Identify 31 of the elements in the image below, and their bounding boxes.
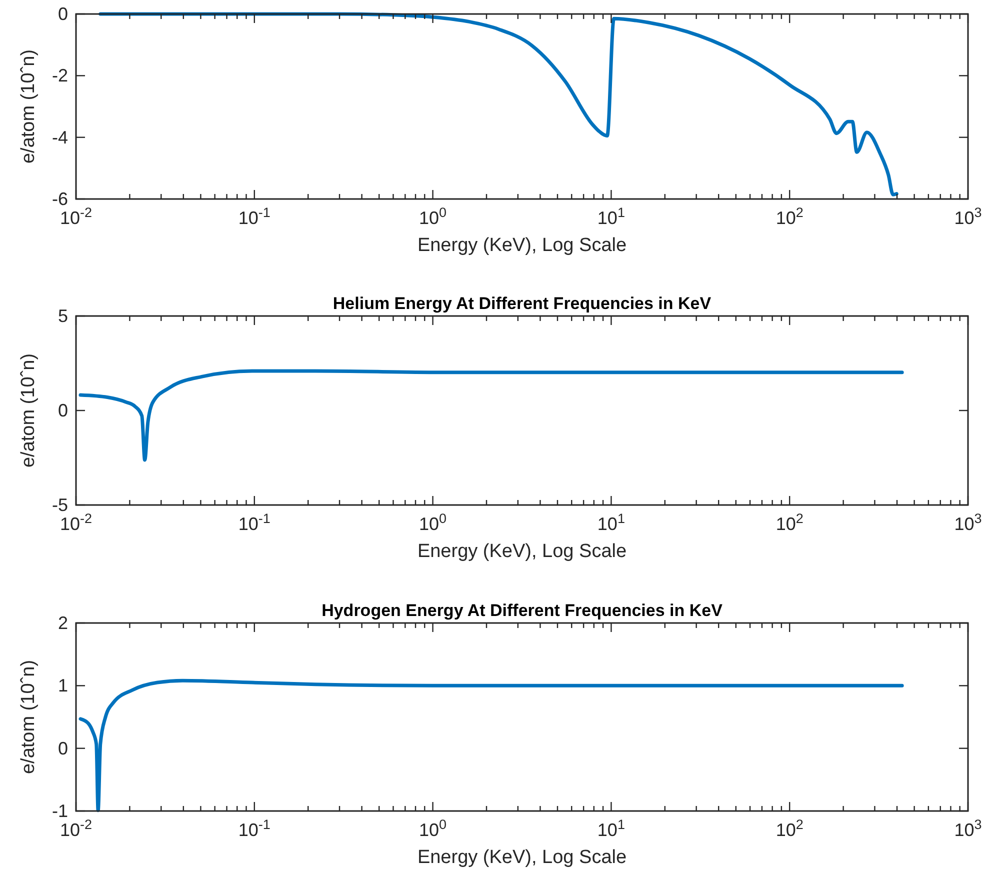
x-tick-label: 10$^{2}$ [776,204,804,228]
x-tick-label: 10$^{0}$ [419,816,447,840]
x-tick-label: 10$^{3}$ [954,816,982,840]
y-axis-title: e/atom (10ˆn) [18,353,39,468]
y-tick-label: 2 [58,613,68,633]
x-axis-title: Energy (KeV), Log Scale [417,847,627,868]
y-tick-label: -2 [52,66,68,86]
chart-title: Helium Energy At Different Frequencies in KeV [332,294,712,313]
x-tick-label: 10$^{-1}$ [238,816,270,840]
x-tick-label: 10$^{3}$ [954,204,982,228]
y-tick-label: -4 [52,127,68,148]
x-tick-label: 10$^{0}$ [419,204,447,228]
x-axis-title: Energy (KeV), Log Scale [417,235,627,256]
y-axis-title: e/atom (10ˆn) [18,49,39,164]
chart-title: Hydrogen Energy At Different Frequencies in KeV [322,601,724,620]
x-tick-label: 10$^{1}$ [597,816,625,840]
x-tick-label: 10$^{2}$ [776,816,804,840]
y-axis-title: e/atom (10ˆn) [18,660,39,774]
x-tick-label: 10$^{2}$ [776,510,804,534]
x-tick-label: 10$^{3}$ [954,510,982,534]
x-tick-label: 10$^{1}$ [597,204,625,228]
y-tick-label: 0 [58,400,68,420]
x-tick-label: 10$^{1}$ [597,510,625,534]
x-tick-label: 10$^{-1}$ [238,204,270,228]
x-axis-title: Energy (KeV), Log Scale [417,541,627,562]
x-tick-label: 10$^{0}$ [419,510,447,534]
x-tick-label: 10$^{-1}$ [238,510,270,534]
y-tick-label: 0 [58,738,68,758]
y-tick-label: 0 [58,4,68,24]
y-tick-label: 5 [58,306,68,326]
y-tick-label: 1 [58,676,68,696]
